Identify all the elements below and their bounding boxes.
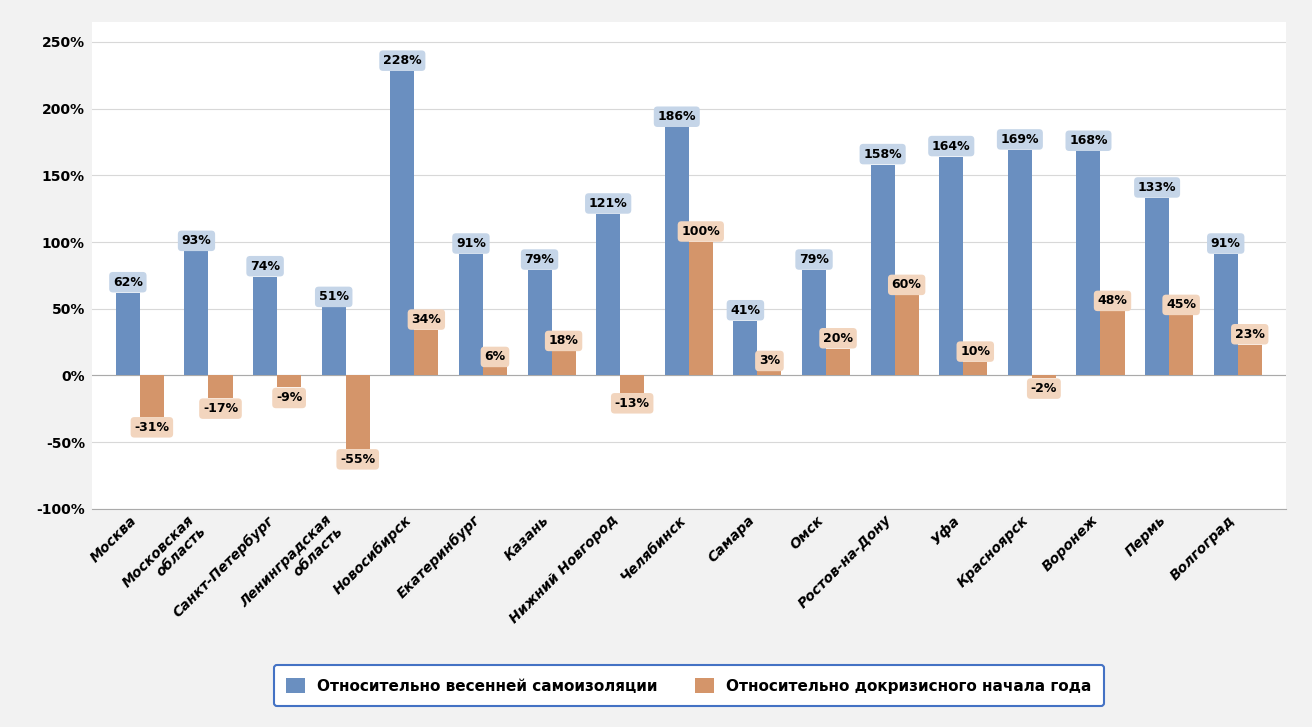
Bar (871, 164, 895, 375)
Bar (346, 375, 370, 449)
Bar (596, 214, 621, 375)
Text: 3%: 3% (758, 355, 781, 367)
Bar (1076, 151, 1101, 375)
Bar (689, 242, 712, 375)
Bar (321, 308, 346, 375)
Bar (665, 127, 689, 375)
Bar (1214, 254, 1237, 375)
Bar (757, 371, 782, 375)
Bar (483, 367, 506, 375)
Text: 228%: 228% (383, 55, 421, 67)
Text: 20%: 20% (823, 332, 853, 345)
Bar (140, 375, 164, 417)
Text: 74%: 74% (251, 260, 279, 273)
Bar (733, 321, 757, 375)
Text: 169%: 169% (1001, 133, 1039, 146)
Text: -13%: -13% (615, 397, 649, 410)
Bar (895, 295, 918, 375)
Text: 121%: 121% (589, 197, 627, 210)
Bar (277, 375, 302, 387)
Bar (253, 277, 277, 375)
Text: 34%: 34% (412, 313, 441, 326)
Text: 133%: 133% (1138, 181, 1177, 194)
Text: 23%: 23% (1235, 328, 1265, 341)
Text: 41%: 41% (731, 304, 761, 317)
Bar (939, 156, 963, 375)
Bar (802, 270, 827, 375)
Bar (1169, 316, 1193, 375)
Text: -9%: -9% (276, 391, 302, 404)
Text: 51%: 51% (319, 290, 349, 303)
Text: 45%: 45% (1166, 298, 1197, 311)
Bar (1031, 375, 1056, 378)
Bar (1101, 311, 1124, 375)
Text: 79%: 79% (799, 253, 829, 266)
Text: 186%: 186% (657, 111, 697, 124)
Bar (551, 351, 576, 375)
Bar (415, 330, 438, 375)
Bar (459, 254, 483, 375)
Bar (1145, 198, 1169, 375)
Bar (209, 375, 232, 398)
Bar (115, 293, 140, 375)
Text: 91%: 91% (457, 237, 485, 250)
Text: -31%: -31% (134, 421, 169, 434)
Legend: Относительно весенней самоизоляции, Относительно докризисного начала года: Относительно весенней самоизоляции, Отно… (274, 665, 1103, 706)
Text: 158%: 158% (863, 148, 901, 161)
Text: 164%: 164% (932, 140, 971, 153)
Text: -55%: -55% (340, 453, 375, 466)
Text: -17%: -17% (203, 402, 237, 415)
Text: 6%: 6% (484, 350, 505, 364)
Text: 18%: 18% (548, 334, 579, 348)
Text: 79%: 79% (525, 253, 555, 266)
Bar (1008, 150, 1031, 375)
Text: 93%: 93% (181, 234, 211, 247)
Text: 60%: 60% (892, 278, 921, 292)
Bar (621, 375, 644, 393)
Text: 168%: 168% (1069, 134, 1107, 148)
Bar (963, 362, 988, 375)
Text: 62%: 62% (113, 276, 143, 289)
Bar (185, 252, 209, 375)
Text: 10%: 10% (960, 345, 991, 358)
Text: 100%: 100% (681, 225, 720, 238)
Bar (1237, 345, 1262, 375)
Bar (391, 71, 415, 375)
Text: -2%: -2% (1031, 382, 1057, 395)
Text: 48%: 48% (1098, 294, 1127, 308)
Text: 91%: 91% (1211, 237, 1241, 250)
Bar (527, 270, 551, 375)
Bar (827, 349, 850, 375)
